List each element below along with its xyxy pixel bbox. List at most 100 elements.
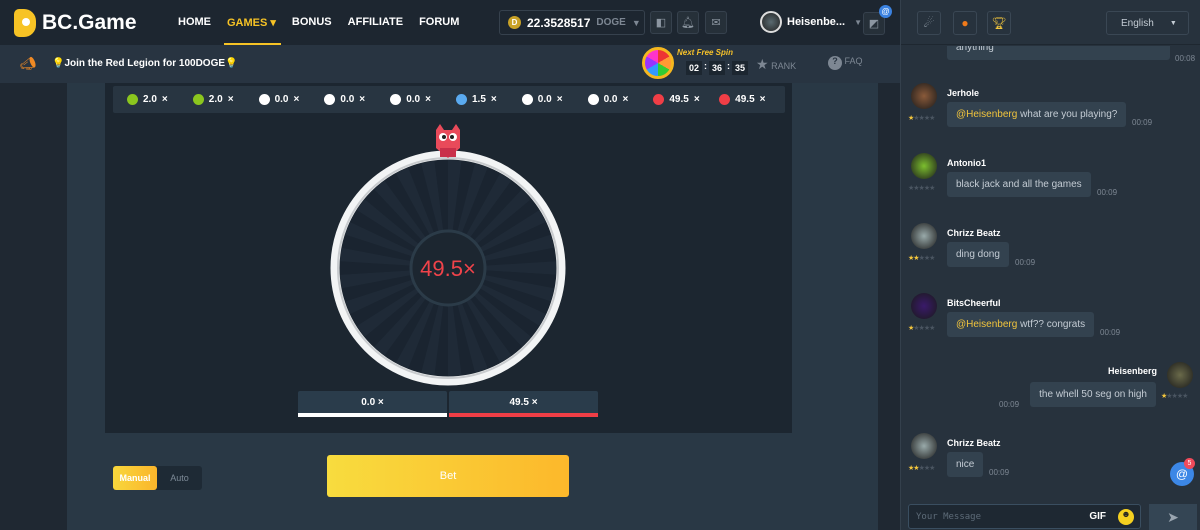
chevron-down-icon: ▼ (854, 17, 862, 27)
star-icon: ★ (756, 56, 769, 72)
nav-games[interactable]: GAMES ▾ (224, 17, 281, 45)
free-spin-timer: 02:36:35 (686, 61, 749, 75)
wallet-icon: ◧ (655, 17, 667, 29)
result-item: 2.0 × (192, 94, 259, 105)
message-bubble: @Heisenberg wtf?? congrats (947, 312, 1095, 337)
rank-stars: ★★★★★ (908, 185, 935, 192)
avatar[interactable] (911, 293, 937, 319)
mail-button[interactable]: ✉ (705, 11, 727, 34)
message-bubble: black jack and all the games (947, 172, 1091, 197)
wallet-balance[interactable]: D 22.3528517 DOGE ▼ (499, 10, 645, 35)
payout-bar-0: 0.0 × (298, 391, 447, 417)
faq-link[interactable]: ? FAQ (828, 56, 863, 70)
result-dot (324, 94, 336, 105)
manual-tab[interactable]: Manual (113, 466, 157, 490)
avatar[interactable] (1167, 362, 1193, 388)
result-item: 49.5 × (719, 94, 785, 105)
rank-link[interactable]: ★ RANK (756, 56, 797, 72)
auto-tab[interactable]: Auto (170, 473, 189, 483)
result-dot (587, 94, 599, 105)
lucky-wheel-icon[interactable] (642, 47, 674, 79)
message-time: 00:09 (1100, 328, 1121, 337)
chat-message: anything 00:08 (901, 46, 1200, 108)
result-item: 0.0 × (521, 94, 588, 105)
mentions-count: 5 (1184, 458, 1195, 469)
nav-forum[interactable]: FORUM (419, 16, 460, 28)
at-icon: @ (1175, 467, 1189, 481)
chat-messages: anything 00:08 Jerhole ★★★★★ @Heisenberg… (901, 46, 1200, 501)
message-time: 00:09 (1097, 188, 1118, 197)
message-time: 00:09 (989, 468, 1010, 477)
avatar[interactable] (911, 223, 937, 249)
chat-message: Antonio1 ★★★★★ black jack and all the ga… (901, 148, 1200, 218)
emoji-icon[interactable]: ☻ (1118, 508, 1134, 525)
avatar[interactable] (911, 83, 937, 109)
rain-button[interactable]: ☄ (917, 11, 941, 35)
rank-stars: ★★★★★ (908, 465, 935, 472)
notifications-button[interactable]: 🔔︎ (677, 11, 699, 34)
sub-header: 📣︎ 💡Join the Red Legion for 100DOGE💡 Nex… (0, 45, 900, 83)
result-dot (258, 94, 270, 105)
rank-stars: ★★★★★ (908, 255, 935, 262)
message-time: 00:09 (1132, 118, 1153, 127)
doge-coin-icon: D (508, 16, 521, 29)
result-item: 0.0 × (324, 94, 390, 105)
result-item: 49.5 × (653, 94, 719, 105)
bet-button[interactable]: Bet (327, 455, 569, 497)
leaderboard-button[interactable]: 🏆︎ (987, 11, 1011, 35)
result-dot (455, 94, 467, 105)
rank-stars: ★★★★★ (1161, 393, 1188, 400)
nav-bonus[interactable]: BONUS (291, 16, 332, 28)
wheel: 49.5× (330, 124, 566, 386)
result-dot (390, 94, 402, 105)
chat-panel: ☄ ● 🏆︎ English ▼ anything 00:08 Jerhole ★… (900, 0, 1200, 530)
message-bubble: ding dong (947, 242, 1009, 267)
language-select[interactable]: English ▼ (1106, 11, 1189, 35)
wheel-segment (340, 261, 448, 275)
result-item: 2.0 × (127, 94, 193, 105)
result-dot (127, 94, 138, 105)
result-dot (192, 94, 204, 105)
message-bubble: @Heisenberg what are you playing? (947, 102, 1127, 127)
gif-button[interactable]: GIF (1089, 511, 1106, 522)
mode-toggle: Manual Auto (113, 466, 202, 490)
chevron-down-icon: ▼ (631, 17, 641, 28)
rain-icon: ☄ (923, 16, 935, 30)
result-dot (521, 94, 533, 105)
rank-stars: ★★★★★ (908, 325, 935, 332)
chat-header (901, 0, 1200, 45)
result-item: 0.0 × (258, 94, 325, 105)
message-input[interactable]: Your Message GIF ☻ (908, 504, 1141, 529)
message-time: 00:08 (1175, 54, 1196, 63)
mail-icon: ✉ (711, 17, 721, 29)
rank-stars: ★★★★★ (908, 115, 935, 122)
wallet-button[interactable]: ◧ (650, 11, 672, 34)
message-bubble: anything (947, 46, 1170, 60)
top-header: BC.Game HOME GAMES ▾ BONUS AFFILIATE FOR… (0, 0, 900, 45)
chat-message: Chrizz Beatz ★★★★★ nice 00:09 (901, 428, 1200, 498)
free-spin-label: Next Free Spin (677, 48, 734, 57)
bell-icon: 🔔︎ (681, 17, 695, 29)
chat-message: Jerhole ★★★★★ @Heisenberg what are you p… (901, 78, 1200, 148)
trophy-icon: 🏆︎ (991, 16, 1007, 30)
message-bubble: nice (947, 452, 984, 477)
result-item: 0.0 × (390, 94, 456, 105)
avatar[interactable] (911, 153, 937, 179)
user-menu[interactable]: Heisenbe... ▼ (760, 11, 862, 33)
avatar (760, 11, 782, 33)
nav-home[interactable]: HOME (178, 16, 211, 28)
chat-toggle-button[interactable]: ◩ (863, 12, 885, 35)
announcement[interactable]: 💡Join the Red Legion for 100DOGE💡 (52, 58, 238, 69)
result-item: 0.0 × (587, 94, 654, 105)
send-button[interactable]: ➤ (1149, 504, 1197, 530)
chat-message: BitsCheerful ★★★★★ @Heisenberg wtf?? con… (901, 288, 1200, 358)
brand-logo[interactable]: BC.Game (14, 9, 137, 37)
payout-bar-49-5: 49.5 × (449, 391, 598, 417)
chat-message: Chrizz Beatz ★★★★★ ding dong 00:09 (901, 218, 1200, 288)
nav-affiliate[interactable]: AFFILIATE (347, 16, 404, 28)
chat-message-own: Heisenberg ★★★★★ the whell 50 seg on hig… (901, 358, 1200, 428)
avatar[interactable] (911, 433, 937, 459)
megaphone-icon: 📣︎ (20, 56, 37, 71)
coindrop-button[interactable]: ● (953, 11, 977, 35)
send-icon: ➤ (1167, 508, 1179, 525)
